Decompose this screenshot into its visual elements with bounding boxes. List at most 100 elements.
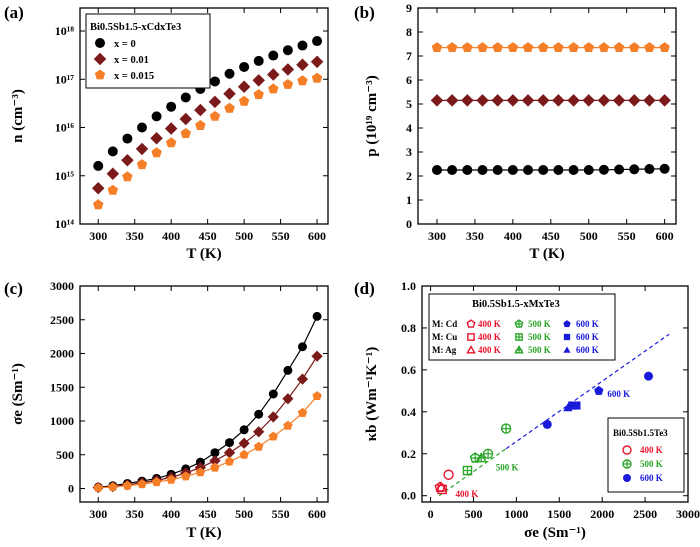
data-point-c-s2	[283, 420, 293, 430]
data-point-b-s0	[523, 165, 534, 175]
data-point-a-s0	[180, 92, 191, 103]
x-axis-label-d: σe (Sm⁻¹)	[524, 525, 586, 541]
x-axis-label-c: T (K)	[186, 525, 221, 541]
data-point-b-s0	[629, 164, 640, 175]
plot-frame-b	[417, 7, 677, 225]
x-tick-label-b: 550	[618, 229, 636, 243]
data-point-a-s2	[122, 171, 133, 182]
data-point-b-s1	[461, 94, 474, 107]
data-point-b-s0	[568, 165, 579, 175]
legend-marker-a-2	[94, 69, 106, 80]
data-point-b-s0	[507, 165, 518, 175]
data-point-a-s1	[252, 74, 265, 87]
data-point-a-s2	[151, 147, 162, 158]
data-point-a-s0	[151, 111, 162, 122]
x-tick-label-d: 0	[428, 507, 434, 521]
plot-frame-d	[421, 285, 689, 503]
data-point-b-s2	[446, 42, 458, 52]
data-point-a-s2	[282, 79, 294, 89]
x-tick-label-b: 350	[466, 229, 484, 243]
data-point-a-s2	[268, 83, 279, 94]
legend2-label-d: 400 K	[640, 445, 663, 455]
x-tick-label-d: 500	[464, 507, 482, 521]
annotation-600k: 600 K	[607, 389, 630, 399]
data-point-c-s2	[195, 467, 206, 477]
data-point-d-s9	[572, 401, 581, 410]
data-point-b-s0	[447, 165, 458, 175]
legend-marker-d	[563, 333, 571, 341]
series-line-c-2	[98, 395, 318, 489]
data-point-c-s1	[296, 373, 309, 385]
data-point-b-s0	[598, 164, 609, 175]
y-tick-label-c: 2500	[50, 313, 74, 327]
data-point-b-s0	[583, 165, 594, 175]
legend-box-a	[85, 13, 211, 89]
data-point-b-s2	[644, 42, 655, 52]
data-point-a-s0	[93, 160, 104, 171]
trend-line-blue	[505, 333, 670, 450]
data-point-b-s1	[658, 94, 671, 107]
x-tick-label-a: 400	[162, 229, 180, 243]
data-point-a-s1	[310, 55, 324, 69]
data-point-c-s1	[223, 447, 236, 459]
x-tick-label-d: 2000	[590, 507, 614, 521]
data-point-c-s0	[254, 409, 264, 419]
data-point-b-s1	[521, 94, 535, 107]
data-point-a-s0	[122, 133, 133, 144]
data-point-d-s2	[435, 481, 448, 492]
data-point-a-s1	[179, 112, 192, 126]
legend-d: Bi0.5Sb1.5-xMxTe3 M: Cd 400 K 500 K 600 K M: …	[428, 293, 616, 361]
legend-label-a-2: x = 0.015	[114, 71, 154, 82]
data-point-a-s1	[135, 142, 149, 156]
data-point-d-s10	[563, 403, 573, 412]
data-point-a-s2	[297, 75, 308, 86]
legend2-marker-d	[622, 445, 632, 455]
data-point-c-s2	[151, 477, 162, 487]
data-point-a-s2	[107, 184, 119, 195]
y-tick-label-b: 0	[406, 217, 412, 231]
data-point-a-s1	[121, 154, 134, 167]
y-tick-label-c: 1500	[50, 380, 74, 394]
data-point-a-s2	[238, 95, 250, 106]
data-point-c-s2	[166, 474, 176, 484]
data-point-d-s11	[644, 371, 654, 381]
data-point-d-s3	[443, 469, 454, 480]
legend-temp-d: 400 K	[478, 345, 501, 355]
data-point-c-s2	[239, 449, 249, 459]
data-point-c-s0	[283, 365, 293, 375]
data-point-a-s0	[268, 50, 279, 61]
data-point-b-s2	[431, 42, 443, 52]
data-point-c-s1	[311, 350, 323, 362]
data-point-a-s1	[194, 103, 207, 117]
y-tick-label-a: 10¹⁸	[55, 24, 75, 38]
data-point-a-s0	[312, 36, 323, 47]
legend-marker-d	[563, 346, 571, 353]
data-point-b-s2	[538, 42, 549, 52]
x-tick-label-c: 350	[126, 507, 144, 521]
data-point-d-s9	[568, 401, 577, 410]
y-tick-label-b: 5	[406, 97, 412, 111]
y-tick-label-b: 7	[406, 49, 412, 63]
x-axis-label-a: T (K)	[186, 246, 221, 262]
data-point-c-s1	[253, 426, 265, 438]
y-tick-label-d: 0.8	[401, 321, 416, 335]
legend2-box-d	[607, 417, 685, 493]
data-point-a-s2	[93, 199, 104, 210]
data-point-c-s0	[210, 448, 220, 458]
x-tick-label-a: 350	[126, 229, 144, 243]
data-point-c-s2	[268, 431, 278, 441]
legend-title-a: Bi0.5Sb1.5-xCdxTe3	[90, 22, 181, 33]
data-point-c-s0	[225, 438, 235, 448]
y-tick-label-b: 8	[406, 25, 412, 39]
data-point-a-s2	[253, 89, 264, 100]
y-axis-label-a: n (cm⁻³)	[10, 89, 26, 143]
data-point-c-s1	[267, 411, 279, 423]
data-point-a-s1	[223, 87, 236, 100]
y-tick-label-b: 2	[406, 169, 412, 183]
data-point-b-s2	[522, 42, 534, 52]
data-point-a-s0	[297, 40, 308, 51]
x-tick-label-c: 400	[162, 507, 180, 521]
x-tick-label-a: 500	[235, 229, 253, 243]
legend-a: Bi0.5Sb1.5-xCdxTe3 x = 0 x = 0.01 x = 0.015	[85, 13, 211, 89]
legend-temp-d: 600 K	[576, 332, 599, 342]
